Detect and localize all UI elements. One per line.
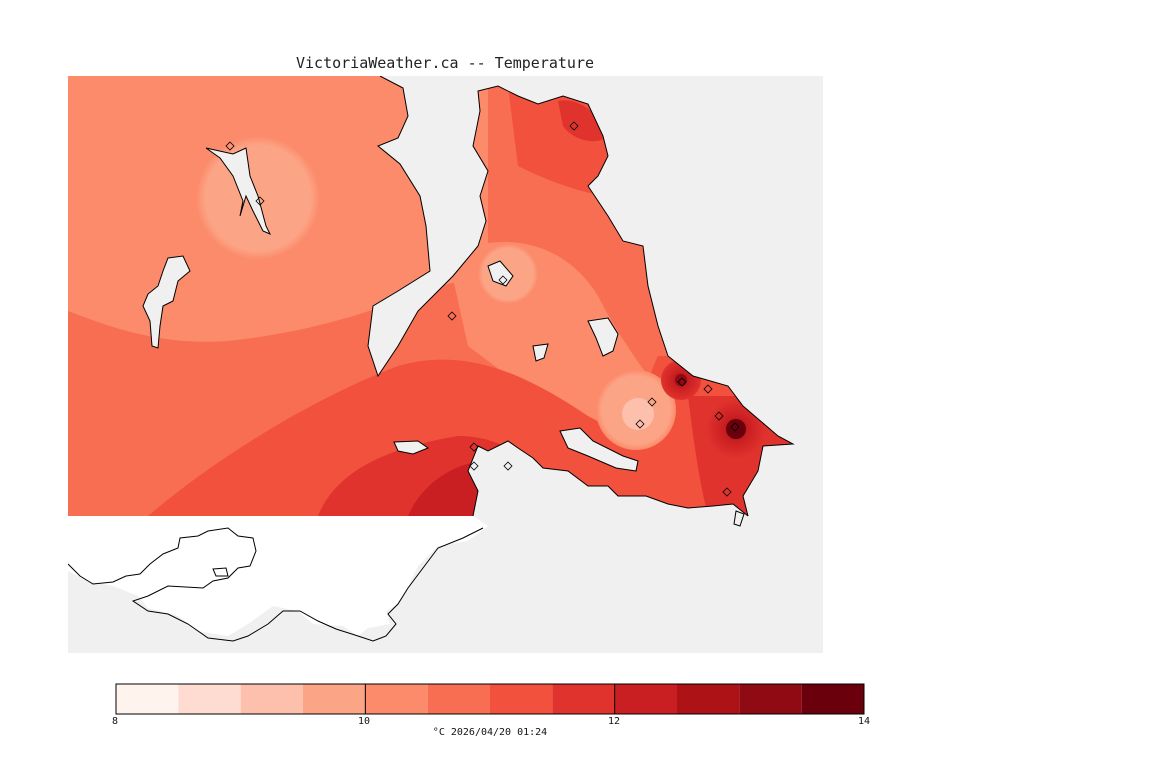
colorbar-tick-12: 12	[608, 716, 621, 727]
colorbar-border	[115, 683, 865, 715]
colorbar-caption: °C 2026/04/20 01:24	[432, 727, 548, 738]
island-east	[733, 510, 745, 527]
coastline-south	[467, 440, 749, 517]
colorbar-swatch	[552, 684, 615, 714]
colorbar-swatch	[490, 684, 553, 714]
station-marker	[722, 487, 732, 497]
island-central	[587, 317, 619, 357]
station-marker	[730, 422, 740, 432]
station-marker	[647, 397, 657, 407]
station-marker	[569, 121, 579, 131]
station-marker	[469, 442, 479, 452]
island-small	[532, 343, 549, 362]
colorbar-swatches	[115, 683, 865, 715]
colorbar-tick-8: 8	[112, 716, 119, 727]
colorbar-swatch	[178, 684, 241, 714]
lake-south	[393, 440, 430, 455]
lake-west	[142, 255, 191, 349]
coastline-mainland	[68, 527, 484, 642]
colorbar-swatch	[365, 684, 428, 714]
station-marker	[225, 141, 235, 151]
temperature-map	[68, 76, 823, 653]
colorbar-swatch	[240, 684, 303, 714]
inlet-harbour	[559, 427, 639, 472]
colorbar: 8 10 12 14	[112, 683, 875, 743]
colorbar-tick-14: 14	[858, 716, 871, 727]
colorbar-swatch	[303, 684, 366, 714]
lake-north	[205, 147, 272, 235]
station-marker	[635, 419, 645, 429]
station-marker	[469, 461, 479, 471]
island-mainland-small	[212, 567, 229, 577]
station-marker	[498, 275, 508, 285]
station-marker	[714, 411, 724, 421]
map-title: VictoriaWeather.ca -- Temperature	[295, 54, 594, 72]
colorbar-tick-10: 10	[358, 716, 371, 727]
colorbar-swatch	[116, 684, 179, 714]
land-outside-domain	[68, 516, 488, 636]
station-marker	[503, 461, 513, 471]
station-marker	[703, 384, 713, 394]
colorbar-swatch	[801, 684, 864, 714]
colorbar-swatch	[427, 684, 490, 714]
station-markers	[225, 121, 740, 497]
station-marker	[677, 377, 687, 387]
station-marker	[255, 196, 265, 206]
colorbar-swatch	[614, 684, 677, 714]
colorbar-swatch	[739, 684, 802, 714]
coastline-main	[367, 76, 795, 517]
station-marker	[447, 311, 457, 321]
colorbar-swatch	[677, 684, 740, 714]
